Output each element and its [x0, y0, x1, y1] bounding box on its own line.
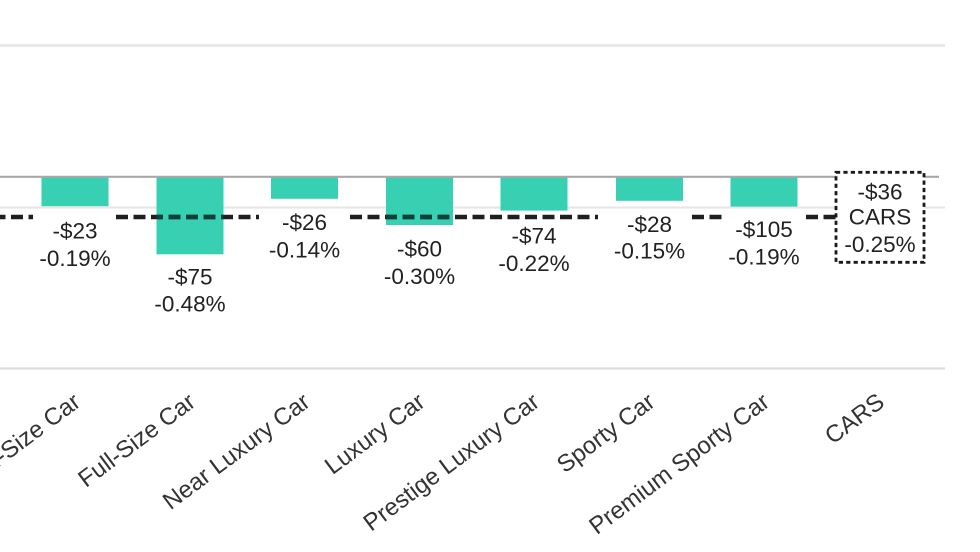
svg-text:-$23: -$23 [52, 218, 97, 243]
svg-text:-$74: -$74 [511, 223, 556, 248]
svg-text:-$75: -$75 [167, 264, 212, 289]
svg-text:CARS: CARS [849, 205, 912, 230]
svg-text:-$60: -$60 [397, 237, 442, 262]
svg-text:-$26: -$26 [282, 210, 327, 235]
svg-text:-$36: -$36 [857, 180, 902, 205]
svg-text:-0.15%: -0.15% [614, 238, 685, 263]
svg-text:-0.19%: -0.19% [39, 246, 110, 271]
svg-text:-$105: -$105 [735, 217, 793, 242]
svg-text:-0.22%: -0.22% [498, 251, 569, 276]
svg-text:-0.25%: -0.25% [844, 232, 915, 257]
svg-text:-0.19%: -0.19% [728, 245, 799, 270]
svg-text:-0.48%: -0.48% [154, 291, 225, 316]
svg-text:-$28: -$28 [627, 212, 672, 237]
svg-text:-0.30%: -0.30% [384, 264, 455, 289]
svg-text:-0.14%: -0.14% [269, 238, 340, 263]
